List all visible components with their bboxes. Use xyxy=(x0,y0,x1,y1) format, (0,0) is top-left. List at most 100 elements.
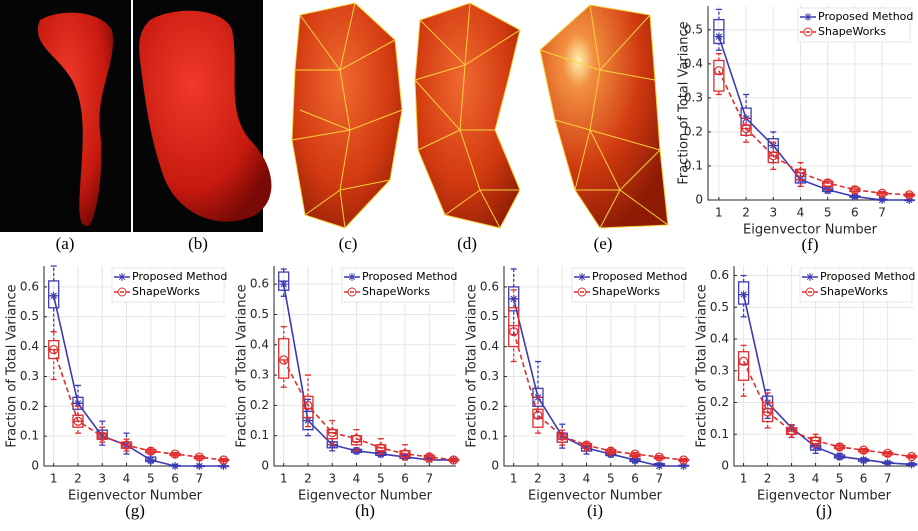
mean-marker xyxy=(195,462,204,470)
axes xyxy=(503,266,686,467)
legend-label: Proposed Method xyxy=(362,270,457,283)
mean-marker xyxy=(739,290,748,299)
x-tick-label: 3 xyxy=(788,472,796,486)
legend-box xyxy=(341,267,455,303)
mean-marker xyxy=(533,410,543,420)
y-tick-label: 0 xyxy=(695,193,703,207)
legend-marker xyxy=(347,287,357,297)
mean-marker xyxy=(49,344,59,355)
panel-label: (g) xyxy=(125,501,145,520)
x-tick-label: 4 xyxy=(123,472,131,486)
y-tick-label: 0.6 xyxy=(20,279,39,293)
y-axis-label: Fraction of Total Variance xyxy=(695,284,710,447)
x-tick-label: 5 xyxy=(607,472,615,486)
box xyxy=(713,18,725,45)
mean-marker xyxy=(424,452,434,462)
x-tick-label: 5 xyxy=(836,472,844,486)
mean-marker xyxy=(146,446,156,456)
mean-marker xyxy=(905,196,914,204)
x-tick-label: 1 xyxy=(715,206,723,220)
x-axis-label: Eigenvector Number xyxy=(298,489,433,504)
box xyxy=(302,395,314,419)
legend-marker xyxy=(805,287,815,297)
legend-marker xyxy=(804,13,812,21)
axes xyxy=(733,266,914,467)
mean-marker xyxy=(679,462,688,470)
mean-line xyxy=(718,36,910,201)
x-tick-label: 1 xyxy=(280,472,288,486)
legend-marker xyxy=(117,287,127,297)
box xyxy=(737,351,750,381)
mean-marker xyxy=(581,440,592,450)
x-tick-label: 2 xyxy=(764,472,772,486)
mean-marker xyxy=(655,462,664,470)
mean-line xyxy=(52,349,224,461)
mean-marker xyxy=(630,449,640,459)
mean-marker xyxy=(714,32,723,41)
mean-marker xyxy=(810,436,821,446)
x-tick-label: 4 xyxy=(353,472,361,486)
x-tick-label: 6 xyxy=(631,472,639,486)
y-tick-label: 0.3 xyxy=(684,90,703,104)
legend-label: Proposed Method xyxy=(820,270,915,283)
y-tick-label: 0.5 xyxy=(250,307,269,321)
legend-label: ShapeWorks xyxy=(818,25,886,38)
y-axis-label: Fraction of Total Variance xyxy=(677,21,692,184)
x-tick-label: 4 xyxy=(583,472,591,486)
x-tick-label: 6 xyxy=(851,206,859,220)
y-tick-label: 0.5 xyxy=(684,22,703,36)
y-tick-label: 0.4 xyxy=(20,339,39,353)
axes xyxy=(273,266,456,467)
y-tick-label: 0.1 xyxy=(250,428,269,442)
y-tick-label: 0.1 xyxy=(710,427,729,441)
y-tick-label: 0.4 xyxy=(250,337,269,351)
y-tick-label: 0.2 xyxy=(684,124,703,138)
y-tick-label: 0.6 xyxy=(710,268,729,282)
mean-marker xyxy=(49,291,58,300)
legend-label: ShapeWorks xyxy=(132,285,200,298)
mean-marker xyxy=(823,178,833,188)
y-tick-label: 0.6 xyxy=(250,277,269,291)
mean-marker xyxy=(883,458,892,467)
mean-marker xyxy=(882,448,893,458)
legend-marker xyxy=(803,27,813,37)
mean-marker xyxy=(878,196,887,204)
mean-line xyxy=(512,298,684,467)
box xyxy=(326,428,338,440)
y-tick-label: 0 xyxy=(721,459,729,473)
x-tick-label: 3 xyxy=(328,472,336,486)
chart: 0 0.1 0.2 0.3 0.4 0.5 0.6 1 2 3 4 5 6 7 Eigenvector Nu… xyxy=(695,266,918,520)
mean-marker xyxy=(678,455,689,465)
x-axis-label: Eigenvector Number xyxy=(757,489,892,504)
mean-marker xyxy=(279,355,289,365)
y-tick-label: 0.1 xyxy=(684,158,703,172)
x-tick-label: 3 xyxy=(558,472,566,486)
panel-label: (h) xyxy=(355,501,375,520)
x-tick-label: 4 xyxy=(812,472,820,486)
x-axis-label: Eigenvector Number xyxy=(528,489,663,504)
x-tick-label: 5 xyxy=(824,206,832,220)
y-axis-label: Fraction of Total Variance xyxy=(5,284,20,447)
y-tick-label: 0.5 xyxy=(20,309,39,323)
x-tick-label: 2 xyxy=(304,472,312,486)
image-a xyxy=(0,0,131,232)
mean-marker xyxy=(448,455,459,465)
mean-marker xyxy=(850,192,859,201)
mean-marker xyxy=(762,407,773,417)
legend-box xyxy=(571,267,685,303)
box xyxy=(48,280,60,309)
legend-marker xyxy=(806,273,814,281)
x-tick-label: 2 xyxy=(74,472,82,486)
y-tick-label: 0.4 xyxy=(684,56,703,70)
image-b xyxy=(133,0,272,232)
legend-box xyxy=(799,267,913,303)
mean-marker xyxy=(741,123,751,134)
x-tick-label: 5 xyxy=(377,472,385,486)
mean-line xyxy=(512,331,684,461)
y-tick-label: 0 xyxy=(261,459,269,473)
mean-marker xyxy=(877,188,887,198)
image-c xyxy=(291,2,403,229)
y-tick-label: 0.3 xyxy=(480,369,499,383)
mean-marker xyxy=(303,400,313,410)
